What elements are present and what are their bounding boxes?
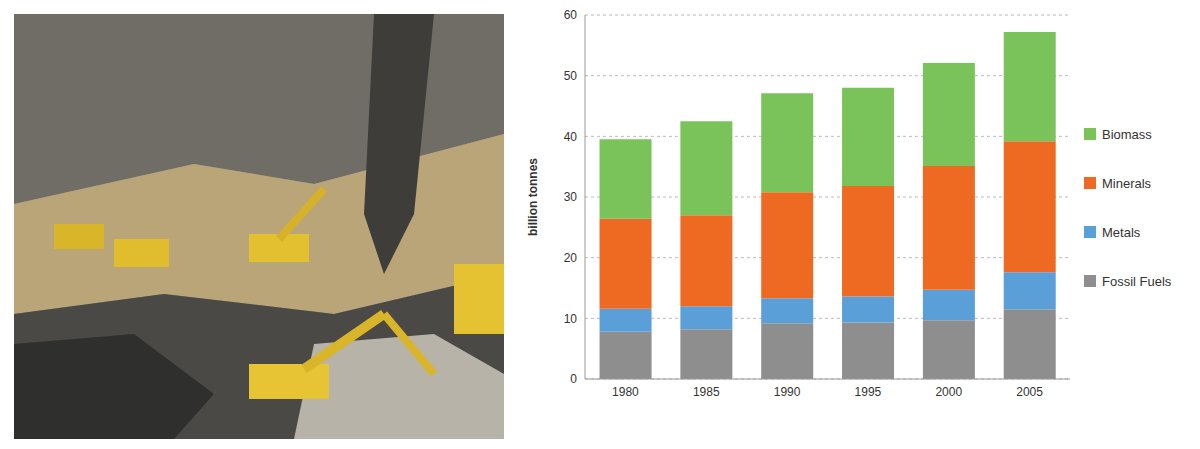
svg-text:20: 20 [564,251,578,265]
svg-text:60: 60 [564,8,578,22]
svg-text:0: 0 [570,372,577,386]
svg-text:30: 30 [564,190,578,204]
html-text:Fossil Fuels: Fossil Fuels [1102,273,1172,289]
html-text:Minerals: Minerals [1102,175,1152,191]
svg-text:40: 40 [564,130,578,144]
svg-text:2005: 2005 [1016,385,1043,399]
svg-text:2000: 2000 [935,385,962,399]
svg-text:1990: 1990 [774,385,801,399]
svg-text:50: 50 [564,69,578,83]
svg-text:1980: 1980 [612,385,639,399]
html-text:Metals: Metals [1102,224,1141,240]
svg-text:1995: 1995 [855,385,882,399]
svg-text:billion tonnes: billion tonnes [526,158,540,236]
svg-text:1985: 1985 [693,385,720,399]
html-text:Biomass: Biomass [1102,126,1152,142]
svg-text:10: 10 [564,312,578,326]
